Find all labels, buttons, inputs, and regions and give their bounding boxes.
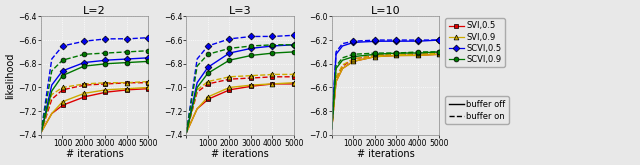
X-axis label: # iterations: # iterations [211,149,269,159]
Y-axis label: likelihood: likelihood [6,52,15,99]
X-axis label: # iterations: # iterations [356,149,414,159]
X-axis label: # iterations: # iterations [66,149,124,159]
Title: L=2: L=2 [83,6,106,16]
Legend: buffer off, buffer on: buffer off, buffer on [445,96,509,124]
Title: L=3: L=3 [228,6,252,16]
Title: L=10: L=10 [371,6,400,16]
